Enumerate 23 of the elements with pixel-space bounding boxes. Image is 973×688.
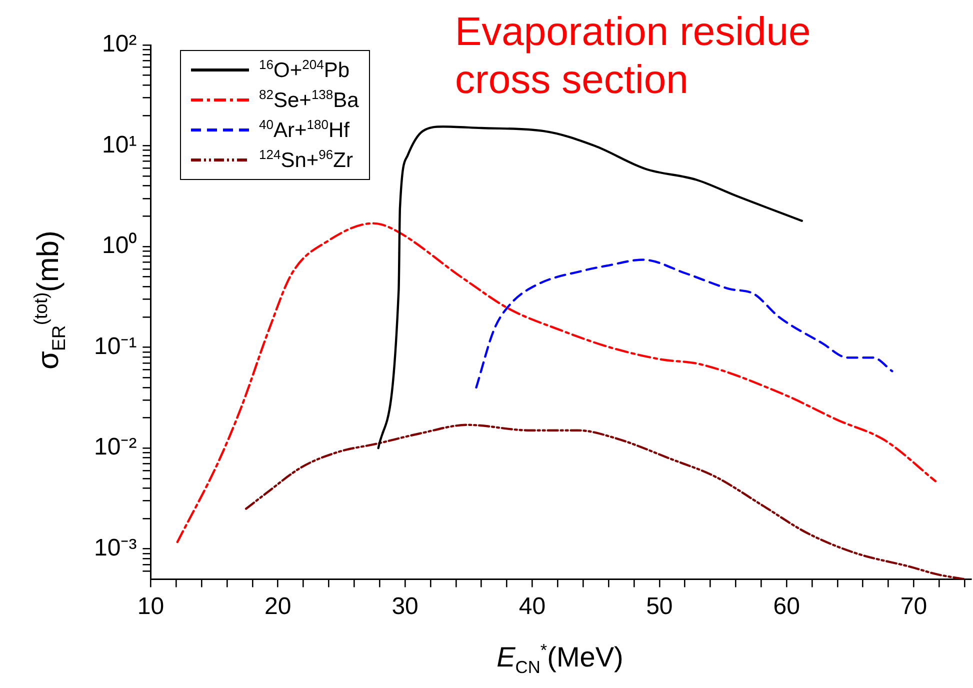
legend-label: $^{124}$Sn+$^{96}$Zr <box>259 147 353 173</box>
x-tick-label: 40 <box>518 593 546 620</box>
x-tick-label: 50 <box>646 593 673 620</box>
legend-label: $^{82}$Se+$^{138}$Ba <box>259 87 359 113</box>
line-series <box>244 424 966 580</box>
y-tick-label: 10⁻¹ <box>94 332 137 360</box>
chart-title: Evaporation residue cross section <box>455 9 812 104</box>
x-tick-label: 10 <box>137 593 164 620</box>
x-tick-label: 60 <box>773 593 800 620</box>
x-tick-label: 30 <box>392 593 418 620</box>
y-tick-label: 10⁰ <box>102 232 137 260</box>
x-tick-label: 70 <box>900 593 928 620</box>
line-series <box>475 258 894 389</box>
line-series <box>377 125 803 450</box>
x-axis-title: E$_{CN}$$^{*}$(MeV) <box>496 640 624 678</box>
y-tick-label: 10⁻² <box>94 434 137 461</box>
y-tick-label: 10¹ <box>102 131 137 158</box>
x-tick-label: 20 <box>264 593 292 620</box>
y-tick-label: 10² <box>102 30 137 58</box>
line-series <box>176 222 936 544</box>
legend-label: $^{16}$O+$^{204}$Pb <box>259 57 350 83</box>
legend-label: $^{40}$Ar+$^{180}$Hf <box>259 117 350 143</box>
y-tick-label: 10⁻³ <box>94 534 137 562</box>
